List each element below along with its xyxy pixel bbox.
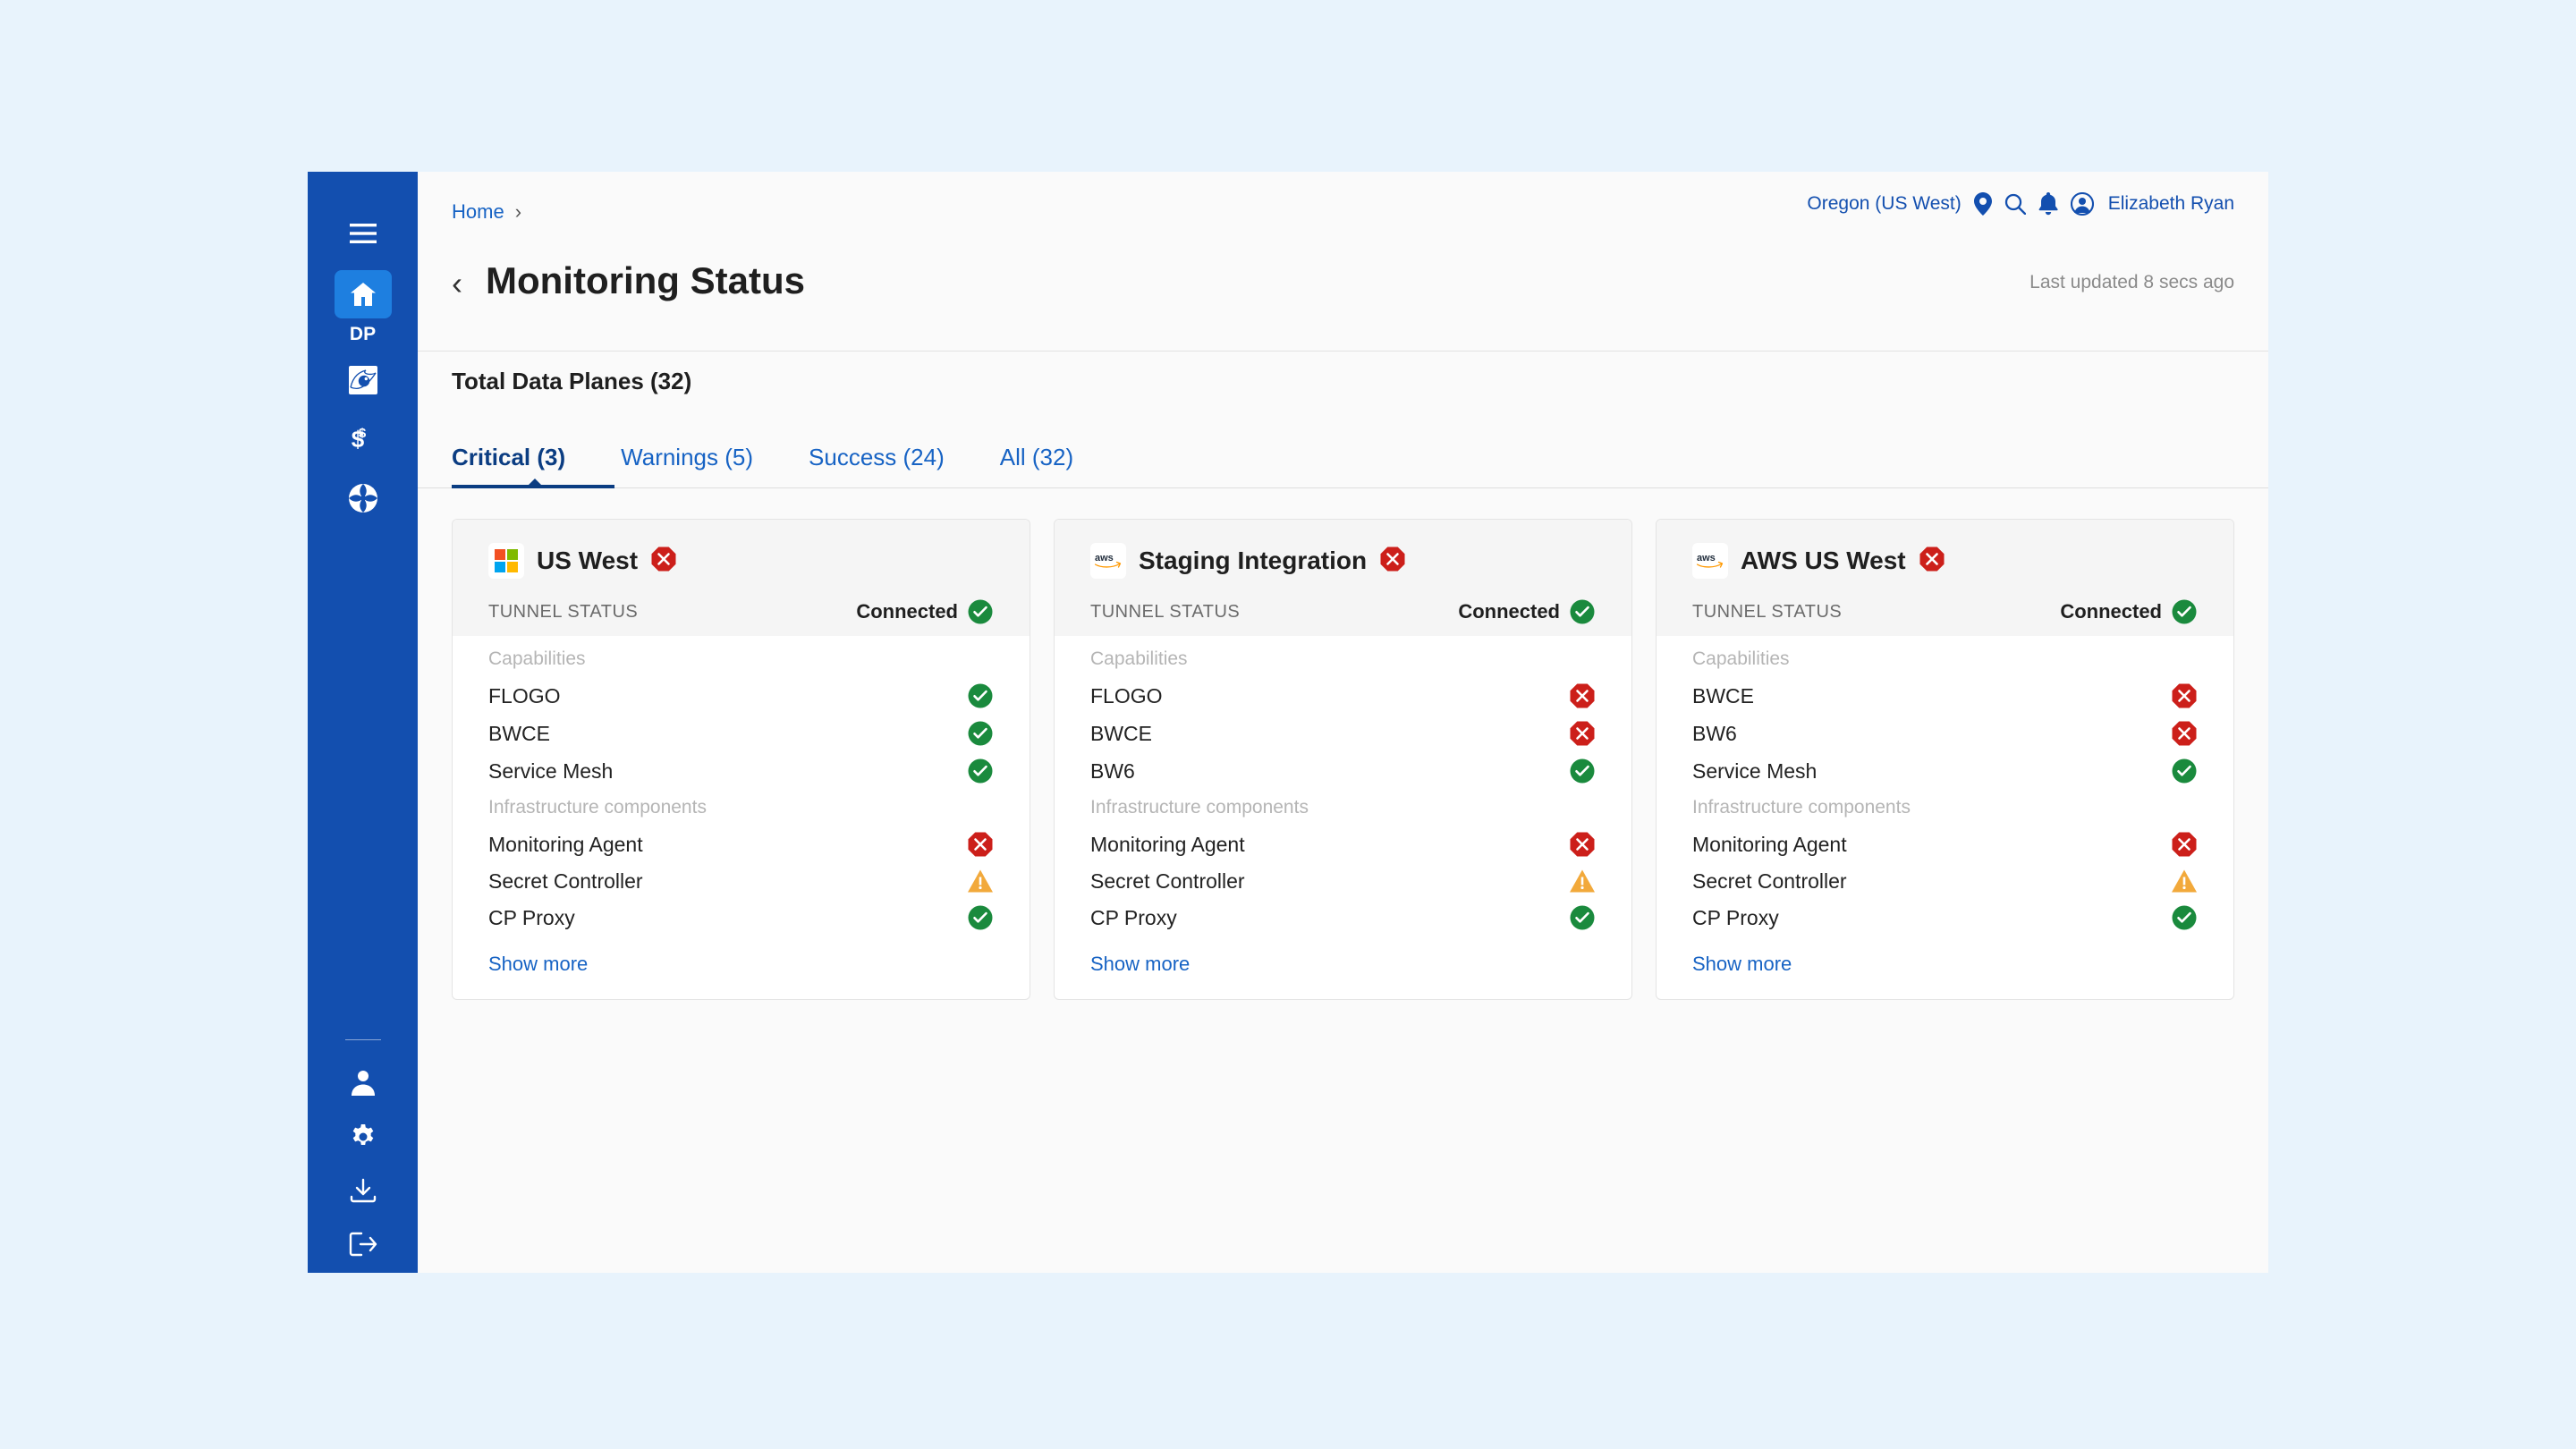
svg-text:aws: aws — [1095, 553, 1114, 564]
svg-text:aws: aws — [1697, 553, 1716, 564]
svg-text:$: $ — [351, 426, 364, 453]
